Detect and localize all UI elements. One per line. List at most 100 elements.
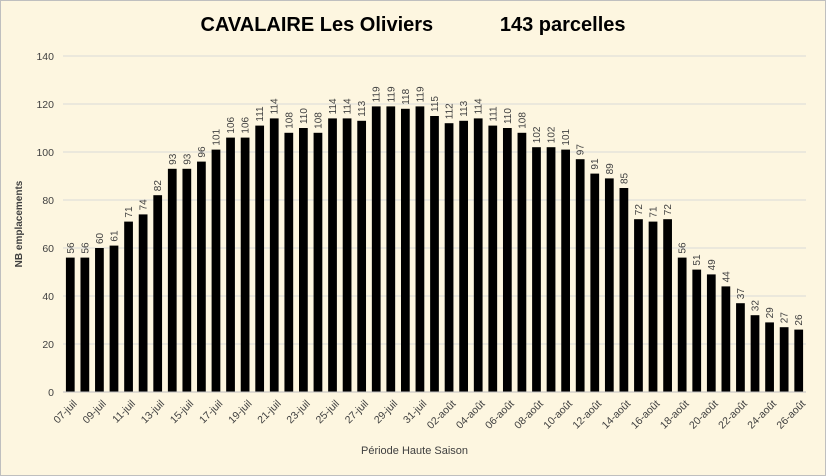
data-label: 111	[488, 106, 499, 122]
data-label: 32	[751, 300, 762, 312]
bar	[517, 132, 527, 393]
data-label: 108	[284, 112, 295, 129]
bar	[415, 106, 425, 393]
data-label: 110	[503, 108, 514, 124]
data-label: 60	[95, 232, 106, 244]
bar	[765, 322, 774, 392]
data-label: 51	[692, 254, 703, 266]
data-label: 29	[765, 307, 776, 319]
data-label: 119	[372, 86, 383, 102]
data-label: 96	[197, 146, 208, 158]
data-label: 91	[590, 158, 601, 170]
x-tick-label: 17-juil	[197, 398, 225, 426]
data-label: 106	[226, 116, 237, 133]
x-tick-label: 22-août	[716, 398, 750, 432]
bar	[721, 286, 731, 392]
data-label: 72	[634, 204, 645, 216]
bar	[575, 159, 585, 392]
x-tick-label: 29-juil	[372, 398, 400, 426]
data-label: 113	[459, 100, 470, 116]
y-tick-label: 40	[42, 291, 54, 303]
bar	[459, 120, 469, 393]
y-tick-label: 80	[42, 195, 54, 207]
data-label: 115	[430, 96, 441, 112]
bar	[750, 315, 760, 392]
data-label: 85	[619, 172, 630, 184]
x-tick-label: 12-août	[570, 398, 604, 432]
data-label: 37	[736, 288, 747, 300]
bar	[255, 125, 265, 392]
data-label: 119	[415, 86, 426, 102]
data-label: 119	[386, 86, 397, 102]
data-label: 114	[474, 98, 485, 114]
data-label: 106	[241, 116, 252, 133]
bar	[677, 257, 687, 392]
bar	[590, 173, 600, 392]
x-tick-label: 09-juil	[80, 398, 108, 426]
bar	[502, 128, 512, 392]
bar	[488, 125, 498, 392]
data-label: 108	[517, 112, 528, 129]
bar	[342, 118, 352, 393]
y-axis-ticks: 0 20 40 60 80 100 120 140	[36, 51, 54, 399]
bar	[604, 178, 614, 392]
bar	[299, 128, 308, 392]
data-label: 71	[649, 206, 660, 218]
data-label: 102	[532, 126, 543, 143]
data-label: 97	[576, 144, 587, 156]
bar	[124, 221, 133, 392]
bar	[328, 118, 337, 393]
bar	[284, 132, 294, 393]
data-label: 44	[721, 271, 732, 283]
x-axis-label: Période Haute Saison	[361, 445, 468, 457]
data-label: 74	[139, 199, 150, 211]
bar	[313, 132, 323, 393]
bar	[167, 168, 177, 392]
x-tick-label: 13-juil	[139, 398, 167, 426]
data-label: 89	[605, 163, 616, 175]
data-label: 27	[780, 312, 791, 324]
bar	[561, 149, 570, 392]
bar	[371, 106, 381, 393]
data-label: 113	[357, 100, 368, 116]
bar	[619, 188, 629, 392]
x-tick-label: 15-juil	[168, 398, 196, 426]
data-label: 93	[168, 153, 179, 165]
bar	[240, 137, 250, 392]
data-label: 72	[663, 204, 674, 216]
x-tick-label: 18-août	[658, 398, 692, 432]
bar	[109, 245, 119, 392]
bar	[386, 106, 396, 393]
data-label: 71	[124, 206, 135, 218]
data-label: 26	[794, 314, 805, 326]
x-tick-label: 20-août	[687, 398, 721, 432]
chart-title: CAVALAIRE Les Oliviers 143 parcelles	[0, 14, 826, 37]
data-label: 56	[80, 242, 91, 254]
bar	[736, 303, 745, 392]
bar	[473, 118, 483, 393]
x-tick-label: 08-août	[512, 398, 546, 432]
bar	[357, 120, 367, 393]
data-label: 93	[182, 153, 193, 165]
bar	[779, 327, 789, 392]
bar	[663, 219, 672, 392]
y-tick-label: 100	[36, 147, 54, 159]
bar	[197, 161, 206, 392]
data-label: 114	[343, 98, 354, 114]
bar	[430, 116, 439, 392]
x-tick-label: 27-juil	[343, 398, 371, 426]
bar	[794, 329, 804, 392]
data-label: 110	[299, 108, 310, 124]
bar	[269, 118, 279, 393]
bar	[444, 123, 454, 392]
data-label: 56	[678, 242, 689, 254]
y-tick-label: 140	[36, 51, 54, 63]
y-tick-label: 120	[36, 99, 54, 111]
data-label: 49	[707, 259, 718, 271]
bar	[648, 221, 658, 392]
x-tick-label: 19-juil	[226, 398, 254, 426]
data-label: 112	[445, 103, 456, 119]
